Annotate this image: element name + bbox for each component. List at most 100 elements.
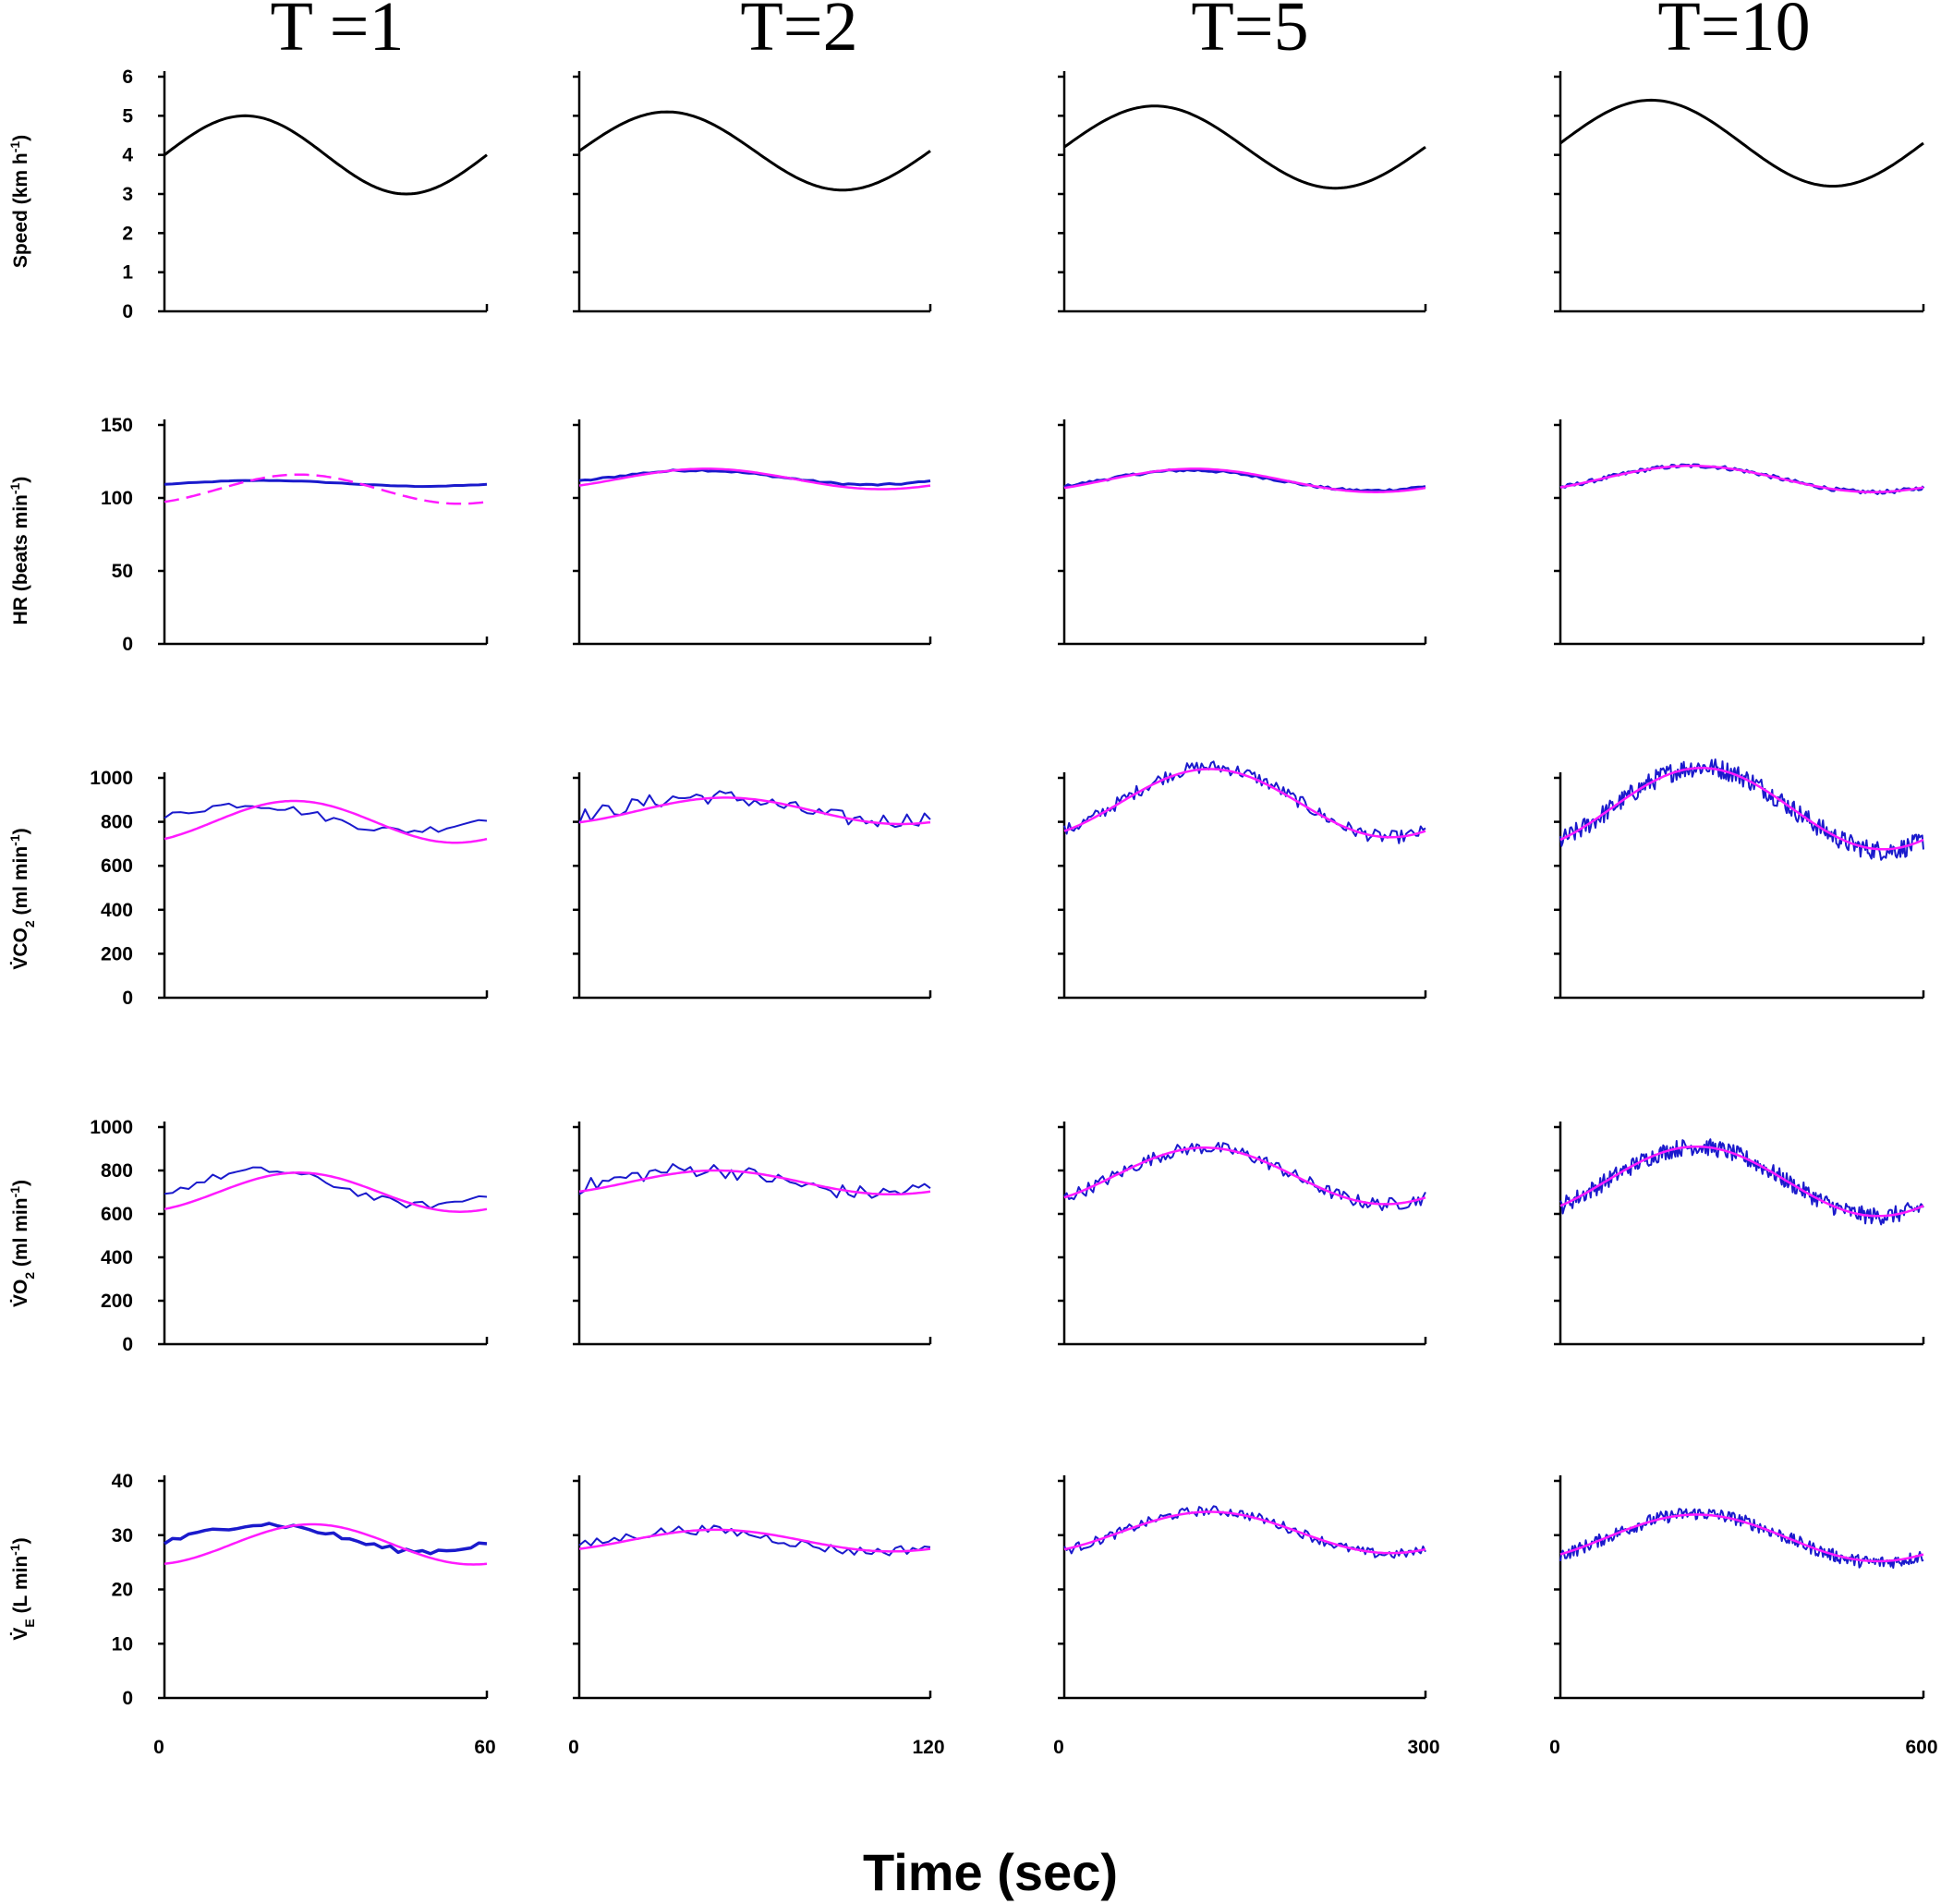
y-tick-label: 0	[122, 1334, 133, 1355]
series-fitted-line	[1063, 768, 1426, 839]
y-tick-label: 5	[122, 105, 133, 127]
y-tick-label: 1000	[90, 768, 133, 789]
y-tick-label: 100	[101, 488, 133, 509]
y-tick-label: 0	[122, 634, 133, 655]
series-fitted-line	[1559, 1145, 1924, 1218]
series-measured-line	[1559, 1508, 1924, 1570]
panel-ve-1: 0 10 20 30 40 0 60	[112, 1471, 496, 1758]
y-tick-label: 800	[101, 1160, 133, 1182]
series-measured-line	[1063, 468, 1426, 493]
series-measured-line	[1063, 1505, 1426, 1559]
y-tick-label: 20	[112, 1580, 133, 1601]
panel-speed-3	[1058, 71, 1427, 313]
y-tick-label: 10	[112, 1633, 133, 1655]
y-tick-label: 200	[101, 943, 133, 964]
ylabel-hr: HR (beats min-1)	[7, 477, 31, 625]
y-tick-label: 0	[122, 301, 133, 322]
ylabel-ve: V̇E (L min-1)	[7, 1537, 37, 1640]
series-speed-line	[1559, 98, 1924, 188]
panel-hr-1: 0 50 100 150	[101, 415, 489, 655]
panel-vco2-1: 0 200 400 600 800 1000	[90, 768, 489, 1009]
x-tick-label: 0	[1053, 1737, 1064, 1758]
panel-vco2-3	[1058, 760, 1427, 1000]
panel-speed-1: 0 1 2 3 4 5 6	[122, 67, 489, 322]
series-fitted-line	[1063, 467, 1426, 493]
y-tick-label: 600	[101, 855, 133, 877]
panel-vo2-1: 0 200 400 600 800 1000	[90, 1117, 489, 1355]
y-tick-label: 1000	[90, 1117, 133, 1138]
series-speed-line	[164, 114, 488, 196]
series-fitted-line	[164, 799, 488, 844]
series-measured-line	[1559, 758, 1924, 861]
series-measured-line	[164, 802, 488, 834]
y-tick-label: 1	[122, 262, 133, 284]
ylabel-speed: Speed (km h-1)	[7, 135, 31, 268]
column-title-t1: T =1	[271, 0, 405, 66]
y-tick-label: 400	[101, 900, 133, 921]
x-axis-title: Time (sec)	[863, 1843, 1118, 1901]
ylabel-vo2: V̇O2 (ml min-1)	[7, 1180, 37, 1307]
y-tick-label: 0	[122, 1688, 133, 1709]
series-fitted-line	[164, 473, 488, 505]
panel-ve-2: 0 120	[568, 1475, 945, 1758]
y-tick-label: 200	[101, 1291, 133, 1312]
panel-vo2-4	[1554, 1122, 1925, 1346]
y-tick-label: 400	[101, 1247, 133, 1268]
panel-ve-4: 0 600	[1549, 1475, 1938, 1758]
series-fitted-line	[578, 1169, 931, 1196]
x-tick-label: 600	[1905, 1737, 1937, 1758]
y-tick-label: 800	[101, 812, 133, 833]
y-tick-label: 0	[122, 988, 133, 1009]
y-tick-label: 40	[112, 1471, 133, 1492]
panel-vo2-2	[573, 1122, 932, 1346]
y-tick-label: 30	[112, 1525, 133, 1546]
panel-vco2-2	[573, 772, 932, 1000]
series-speed-line	[1063, 104, 1426, 190]
panel-hr-3	[1058, 419, 1427, 646]
series-fitted-line	[164, 1171, 488, 1213]
x-tick-label: 0	[153, 1737, 164, 1758]
series-fitted-line	[164, 1522, 488, 1566]
panel-hr-4	[1554, 419, 1925, 646]
series-fitted-line	[578, 796, 931, 826]
series-measured-line	[1559, 463, 1925, 495]
x-tick-label: 0	[568, 1737, 579, 1758]
y-tick-label: 6	[122, 67, 133, 88]
y-tick-label: 600	[101, 1204, 133, 1225]
y-tick-label: 4	[122, 145, 133, 166]
panel-vco2-4	[1554, 758, 1925, 1000]
series-measured-line	[164, 479, 488, 489]
series-measured-line	[1063, 760, 1426, 844]
series-fitted-line	[1559, 464, 1924, 493]
series-fitted-line	[1063, 1510, 1426, 1555]
series-speed-line	[578, 110, 931, 192]
ylabel-vco2: V̇CO2 (ml min-1)	[7, 828, 37, 969]
series-fitted-line	[1063, 1146, 1426, 1206]
series-measured-line	[1063, 1142, 1426, 1211]
panel-ve-3: 0 300	[1053, 1475, 1440, 1758]
x-tick-label: 0	[1549, 1737, 1560, 1758]
panel-hr-2	[573, 419, 932, 646]
y-tick-label: 2	[122, 223, 133, 244]
series-measured-line	[164, 1522, 488, 1556]
column-title-t2: T=2	[740, 0, 857, 66]
panel-speed-4	[1554, 71, 1925, 313]
x-tick-label: 60	[474, 1737, 495, 1758]
x-tick-label: 120	[912, 1737, 944, 1758]
y-tick-label: 50	[112, 561, 133, 582]
panel-vo2-3	[1058, 1122, 1427, 1346]
series-measured-line	[164, 1166, 488, 1209]
y-tick-label: 150	[101, 415, 133, 436]
series-measured-line	[1559, 1138, 1924, 1226]
series-fitted-line	[578, 467, 931, 491]
series-fitted-line	[1559, 767, 1924, 851]
series-fitted-line	[1559, 1513, 1924, 1563]
series-measured-line	[578, 1163, 931, 1199]
series-measured-line	[578, 790, 931, 829]
column-title-t5: T=5	[1191, 0, 1308, 66]
series-fitted-line	[578, 1528, 931, 1553]
x-tick-label: 300	[1407, 1737, 1439, 1758]
panel-speed-2	[573, 71, 932, 313]
y-tick-label: 3	[122, 184, 133, 205]
